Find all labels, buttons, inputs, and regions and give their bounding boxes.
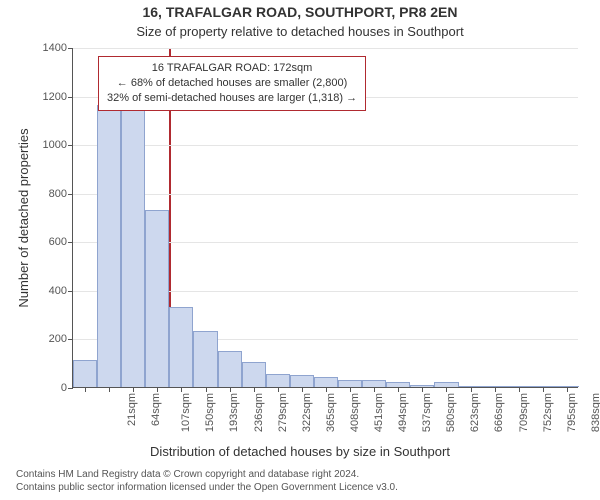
x-tick-label: 752sqm	[540, 387, 554, 432]
x-tick	[254, 387, 255, 392]
histogram-bar	[266, 374, 290, 387]
y-tick-label: 1200	[43, 91, 73, 103]
histogram-bar	[145, 210, 169, 387]
gridline	[73, 194, 578, 195]
x-tick-label: 322sqm	[299, 387, 313, 432]
x-tick-label: 580sqm	[443, 387, 457, 432]
x-tick-label: 494sqm	[395, 387, 409, 432]
histogram-bar	[314, 377, 338, 387]
y-tick-label: 600	[49, 236, 73, 248]
x-tick-label: 279sqm	[275, 387, 289, 432]
y-tick-label: 0	[61, 382, 73, 394]
x-tick	[495, 387, 496, 392]
histogram-bar	[218, 351, 242, 387]
x-tick-label: 838sqm	[588, 387, 600, 432]
x-tick	[326, 387, 327, 392]
x-tick	[133, 387, 134, 392]
x-tick-label: 236sqm	[251, 387, 265, 432]
x-tick	[278, 387, 279, 392]
histogram-bar	[121, 105, 145, 387]
y-axis-title: Number of detached properties	[16, 128, 31, 307]
y-tick-label: 200	[49, 333, 73, 345]
x-tick-label: 64sqm	[148, 387, 162, 426]
x-tick	[471, 387, 472, 392]
x-tick	[446, 387, 447, 392]
x-tick	[109, 387, 110, 392]
x-axis-title: Distribution of detached houses by size …	[0, 444, 600, 459]
x-tick	[567, 387, 568, 392]
annotation-box: 16 TRAFALGAR ROAD: 172sqm ← 68% of detac…	[98, 56, 366, 111]
histogram-bar	[73, 360, 97, 387]
x-tick	[398, 387, 399, 392]
footer-attribution: Contains HM Land Registry data © Crown c…	[16, 468, 398, 494]
x-tick-label: 21sqm	[124, 387, 138, 426]
x-tick-label: 107sqm	[178, 387, 192, 432]
x-tick-label: 795sqm	[564, 387, 578, 432]
x-tick	[206, 387, 207, 392]
page-subtitle: Size of property relative to detached ho…	[0, 24, 600, 39]
x-tick	[374, 387, 375, 392]
histogram-bar	[338, 380, 362, 387]
x-tick-label: 537sqm	[419, 387, 433, 432]
x-tick	[519, 387, 520, 392]
x-tick-label: 150sqm	[202, 387, 216, 432]
x-tick	[422, 387, 423, 392]
x-tick	[350, 387, 351, 392]
annotation-line-1: 16 TRAFALGAR ROAD: 172sqm	[107, 61, 357, 76]
x-tick	[302, 387, 303, 392]
histogram-bar	[242, 362, 266, 388]
histogram-bar	[193, 331, 217, 387]
x-tick	[543, 387, 544, 392]
x-tick-label: 365sqm	[323, 387, 337, 432]
chart-plot-area: 020040060080010001200140021sqm64sqm107sq…	[72, 48, 578, 388]
x-tick	[157, 387, 158, 392]
histogram-bar	[362, 380, 386, 387]
x-tick-label: 666sqm	[492, 387, 506, 432]
histogram-bar	[97, 105, 121, 387]
histogram-bar	[290, 375, 314, 387]
gridline	[73, 48, 578, 49]
x-tick-label: 451sqm	[371, 387, 385, 432]
y-tick-label: 1000	[43, 139, 73, 151]
annotation-line-3: 32% of semi-detached houses are larger (…	[107, 91, 357, 106]
histogram-bar	[169, 307, 193, 387]
y-tick-label: 1400	[43, 42, 73, 54]
footer-line-2: Contains public sector information licen…	[16, 481, 398, 494]
y-tick-label: 800	[49, 188, 73, 200]
x-tick	[181, 387, 182, 392]
x-tick-label: 408sqm	[347, 387, 361, 432]
x-tick	[230, 387, 231, 392]
footer-line-1: Contains HM Land Registry data © Crown c…	[16, 468, 398, 481]
page-title: 16, TRAFALGAR ROAD, SOUTHPORT, PR8 2EN	[0, 4, 600, 20]
x-tick-label: 623sqm	[468, 387, 482, 432]
x-tick	[85, 387, 86, 392]
x-tick-label: 709sqm	[516, 387, 530, 432]
x-tick-label: 193sqm	[227, 387, 241, 432]
y-tick-label: 400	[49, 285, 73, 297]
gridline	[73, 145, 578, 146]
annotation-line-2: ← 68% of detached houses are smaller (2,…	[107, 76, 357, 91]
